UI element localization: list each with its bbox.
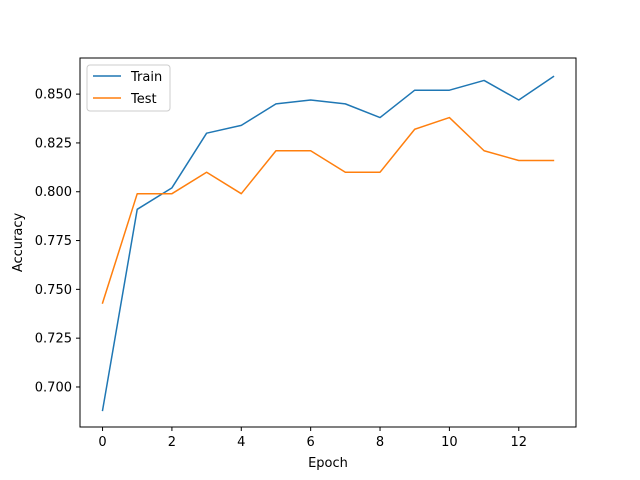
y-tick-label: 0.825 (35, 136, 72, 151)
y-tick-label: 0.750 (35, 283, 72, 298)
y-ticks: 0.700 0.725 0.750 0.775 0.800 0.825 0.850 (35, 88, 80, 395)
legend-label-train: Train (130, 70, 162, 85)
y-tick-label: 0.850 (35, 88, 72, 103)
y-tick-label: 0.725 (35, 332, 72, 347)
x-tick-label: 0 (98, 435, 106, 450)
series-layer (101, 75, 555, 412)
y-tick-label: 0.700 (35, 380, 72, 395)
y-tick-label: 0.800 (35, 185, 72, 200)
x-tick-label: 4 (237, 435, 245, 450)
plot-frame (79, 57, 577, 428)
series-line-train (101, 75, 555, 412)
legend-label-test: Test (130, 92, 157, 107)
legend: Train Test (86, 64, 171, 112)
x-tick-label: 8 (376, 435, 384, 450)
y-tick-label: 0.775 (35, 234, 72, 249)
x-tick-label: 6 (307, 435, 315, 450)
x-tick-label: 10 (441, 435, 458, 450)
y-axis-label: Accuracy (11, 213, 26, 273)
x-ticks: 0 2 4 6 8 10 12 (98, 427, 527, 450)
series-line-test (101, 116, 555, 304)
x-axis-label: Epoch (308, 456, 348, 471)
x-tick-label: 12 (510, 435, 527, 450)
x-tick-label: 2 (168, 435, 176, 450)
